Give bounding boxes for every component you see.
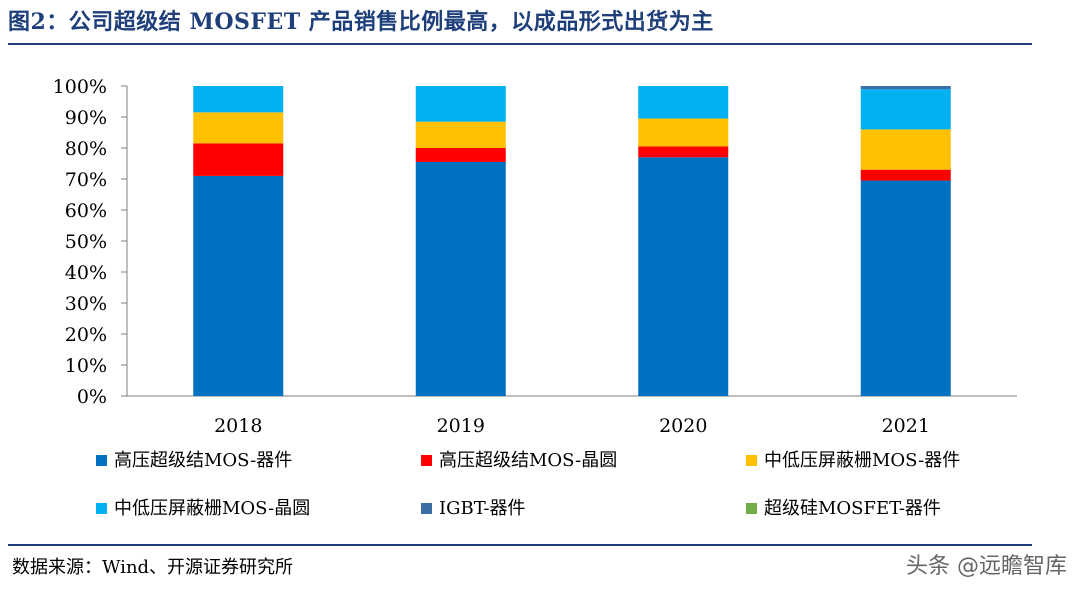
y-tick-label: 10% xyxy=(65,355,107,377)
bar-segment xyxy=(415,148,506,162)
legend-swatch xyxy=(746,503,757,514)
bar-segment xyxy=(860,89,951,130)
bar-segment xyxy=(860,129,951,170)
legend-label: 高压超级结MOS-晶圆 xyxy=(439,450,617,471)
bar-segment xyxy=(638,146,729,158)
legend-label: 中低压屏蔽栅MOS-晶圆 xyxy=(114,498,310,519)
legend-swatch xyxy=(421,503,432,514)
source-note: 数据来源：Wind、开源证券研究所 xyxy=(12,557,294,578)
legend-swatch xyxy=(96,503,107,514)
watermark: 头条 @远瞻智库 xyxy=(906,554,1067,579)
x-tick-label: 2020 xyxy=(659,415,707,437)
title-underline xyxy=(8,43,1032,45)
x-tick-label: 2018 xyxy=(214,415,262,437)
x-tick-label: 2021 xyxy=(882,415,930,437)
y-tick-label: 70% xyxy=(65,169,107,191)
chart-title: 图2：公司超级结 MOSFET 产品销售比例最高，以成品形式出货为主 xyxy=(8,9,714,35)
footer-rule xyxy=(8,544,1032,546)
y-tick-label: 80% xyxy=(65,138,107,160)
bar-segment xyxy=(860,180,951,396)
y-tick-label: 20% xyxy=(65,324,107,346)
y-tick-label: 90% xyxy=(65,107,107,129)
bar-segment xyxy=(860,169,951,181)
y-tick-label: 40% xyxy=(65,262,107,284)
bar-segment xyxy=(638,118,729,147)
bar-segment xyxy=(193,175,284,396)
legend-label: 超级硅MOSFET-器件 xyxy=(764,498,941,519)
bar-segment xyxy=(860,86,951,90)
bar-segment xyxy=(193,143,284,176)
bar-segment xyxy=(415,86,506,122)
y-tick-label: 100% xyxy=(53,76,107,98)
bar-segment xyxy=(193,86,284,113)
bar-segment xyxy=(638,86,729,119)
legend-swatch xyxy=(96,455,107,466)
legend-swatch xyxy=(746,455,757,466)
bar-segment xyxy=(193,112,284,144)
y-tick-label: 0% xyxy=(77,386,107,408)
legend-swatch xyxy=(421,455,432,466)
y-tick-label: 30% xyxy=(65,293,107,315)
x-tick-label: 2019 xyxy=(437,415,485,437)
bar-segment xyxy=(638,157,729,396)
legend-label: 高压超级结MOS-器件 xyxy=(114,450,292,471)
bar-segment xyxy=(415,121,506,148)
legend-label: IGBT-器件 xyxy=(439,498,525,519)
y-tick-label: 50% xyxy=(65,231,107,253)
bar-segment xyxy=(415,161,506,396)
y-tick-label: 60% xyxy=(65,200,107,222)
legend-label: 中低压屏蔽栅MOS-器件 xyxy=(764,450,960,471)
